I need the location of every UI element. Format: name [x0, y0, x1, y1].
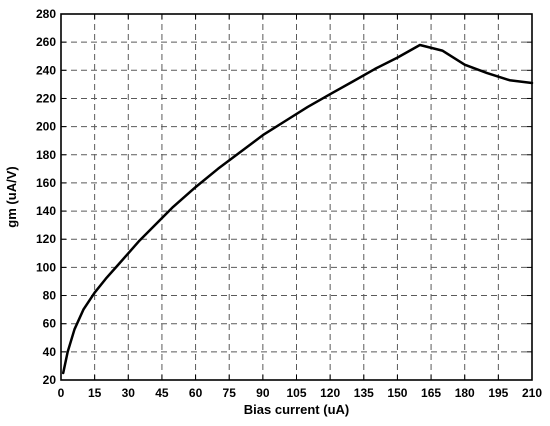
y-axis-label: gm (uA/V) [4, 166, 19, 227]
series-line [61, 43, 534, 375]
y-tick-label: 260 [36, 35, 56, 49]
plot-frame [60, 13, 533, 381]
x-tick-label: 210 [522, 386, 542, 400]
x-tick-label: 105 [286, 386, 306, 400]
y-tick-label: 40 [43, 345, 57, 359]
grid-lines [61, 14, 532, 380]
y-tick-label: 160 [36, 176, 56, 190]
y-tick-label: 180 [36, 148, 56, 162]
x-tick-label: 15 [88, 386, 102, 400]
x-tick-label: 165 [421, 386, 441, 400]
x-tick-label: 75 [223, 386, 237, 400]
x-tick-label: 0 [58, 386, 65, 400]
x-tick-label: 45 [155, 386, 169, 400]
y-tick-label: 20 [43, 373, 57, 387]
y-tick-label: 140 [36, 204, 56, 218]
y-tick-label: 240 [36, 63, 56, 77]
x-tick-label: 135 [354, 386, 374, 400]
x-tick-label: 60 [189, 386, 203, 400]
y-tick-label: 280 [36, 7, 56, 21]
y-tick-label: 220 [36, 91, 56, 105]
series-lines [61, 43, 534, 375]
y-tick-label: 100 [36, 260, 56, 274]
y-tick-labels: 20 40 60 80 100 120 140 160 180 200 220 240 260 280 [36, 7, 56, 387]
x-tick-label: 90 [256, 386, 270, 400]
x-tick-label: 150 [387, 386, 407, 400]
x-tick-label: 120 [320, 386, 340, 400]
y-tick-label: 120 [36, 232, 56, 246]
x-tick-labels: 0 15 30 45 60 75 90 105 120 135 150 165 180 195 210 [58, 386, 543, 400]
y-tick-label: 200 [36, 120, 56, 134]
y-tick-label: 80 [43, 289, 57, 303]
x-tick-label: 195 [488, 386, 508, 400]
x-axis-label: Bias current (uA) [244, 402, 349, 417]
x-tick-label: 180 [455, 386, 475, 400]
x-tick-label: 30 [122, 386, 136, 400]
y-tick-label: 60 [43, 317, 57, 331]
